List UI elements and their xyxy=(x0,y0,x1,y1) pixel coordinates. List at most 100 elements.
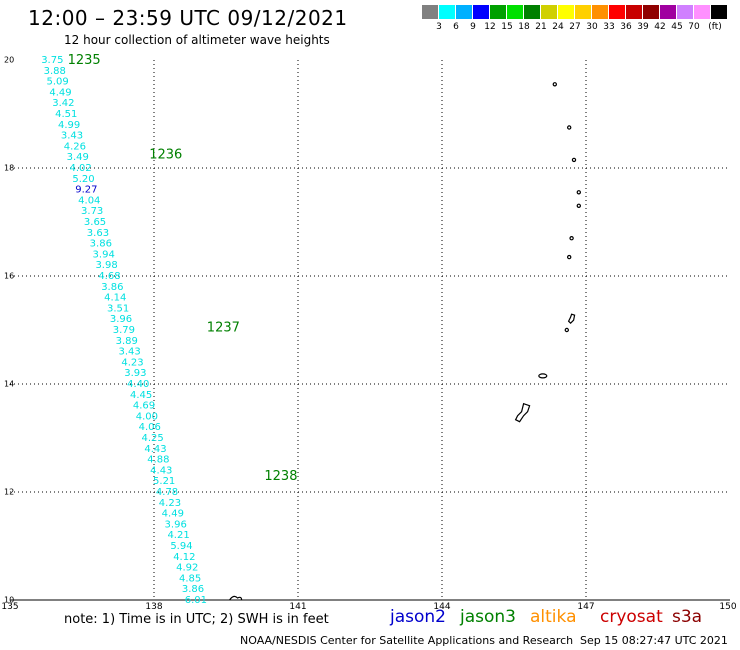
satellite-legend-item: jason2 xyxy=(390,607,446,627)
island-outline xyxy=(571,157,577,163)
swh-value: 3.94 xyxy=(93,249,115,260)
swh-value: 4.68 xyxy=(98,271,120,282)
scale-label: 15 xyxy=(501,22,513,32)
generation-timestamp: Sep 15 08:27:47 UTC 2021 xyxy=(580,634,728,647)
island-outline xyxy=(567,254,572,260)
footer-note: note: 1) Time is in UTC; 2) SWH is in fe… xyxy=(64,612,329,627)
latitude-label: 20 xyxy=(4,55,15,65)
swh-value: 5.09 xyxy=(46,77,68,88)
scale-label: 9 xyxy=(470,22,476,32)
swh-value: 9.27 xyxy=(75,185,97,196)
pass-time-label: 1238 xyxy=(264,469,297,484)
scale-label: 6 xyxy=(453,22,459,32)
scale-color-box xyxy=(609,5,625,19)
swh-value: 4.51 xyxy=(55,109,77,120)
swh-value: 3.75 xyxy=(41,55,63,66)
swh-value: 4.43 xyxy=(150,465,172,476)
scale-label: 12 xyxy=(484,22,496,32)
scale-label: 45 xyxy=(671,22,683,32)
scale-label: 36 xyxy=(620,22,632,32)
scale-color-box xyxy=(626,5,642,19)
scale-color-box xyxy=(422,5,438,19)
swh-value: 4.06 xyxy=(139,422,161,433)
island-outline xyxy=(229,595,243,601)
swh-value: 3.86 xyxy=(90,239,112,250)
swh-value: 4.12 xyxy=(173,552,195,563)
scale-unit: (ft) xyxy=(708,22,722,32)
swh-value: 5.20 xyxy=(72,174,94,185)
swh-value: 4.43 xyxy=(144,444,166,455)
scale-color-box xyxy=(660,5,676,19)
scale-color-box xyxy=(694,5,710,19)
pass-time-label: 1235 xyxy=(68,53,101,68)
latitude-label: 16 xyxy=(4,271,15,281)
swh-value: 4.49 xyxy=(162,509,184,520)
swh-value: 3.98 xyxy=(95,260,117,271)
longitude-label: 147 xyxy=(577,602,595,612)
longitude-label: 150 xyxy=(719,602,737,612)
island-outline xyxy=(576,203,582,208)
island-outline xyxy=(564,327,570,333)
swh-value: 3.65 xyxy=(84,217,106,228)
swh-value: 3.73 xyxy=(81,206,103,217)
scale-label: 33 xyxy=(603,22,615,32)
longitude-label: 138 xyxy=(145,602,163,612)
swh-value: 4.85 xyxy=(179,573,201,584)
scale-color-box xyxy=(507,5,523,19)
map-subtitle: 12 hour collection of altimeter wave hei… xyxy=(64,33,330,47)
scale-color-box xyxy=(524,5,540,19)
scale-color-box xyxy=(439,5,455,19)
swh-value: 3.42 xyxy=(52,98,74,109)
swh-value: 4.49 xyxy=(49,87,71,98)
swh-value: 3.86 xyxy=(101,282,123,293)
wave-height-color-scale: 3 6 9 12 15 18 21 24 27 30 33 36 39 42 45 70 (ft) xyxy=(422,5,740,35)
scale-color-box xyxy=(490,5,506,19)
swh-value: 3.79 xyxy=(113,325,135,336)
swh-value: 3.51 xyxy=(107,303,129,314)
swh-value: 3.96 xyxy=(110,314,132,325)
swh-value: 3.43 xyxy=(61,131,83,142)
scale-color-box xyxy=(575,5,591,19)
latitude-label: 14 xyxy=(4,379,15,389)
swh-value: 3.63 xyxy=(87,228,109,239)
swh-value: 4.99 xyxy=(58,120,80,131)
island-outline xyxy=(514,402,531,423)
swh-value: 3.86 xyxy=(182,584,204,595)
scale-label: 30 xyxy=(586,22,598,32)
latitude-label: 18 xyxy=(4,163,15,173)
island-outline xyxy=(567,313,576,325)
scale-label: 18 xyxy=(518,22,530,32)
map-title: 12:00 – 23:59 UTC 09/12/2021 xyxy=(28,6,348,30)
latitude-label: 10 xyxy=(4,595,15,605)
scale-label: 24 xyxy=(552,22,564,32)
swh-value: 3.96 xyxy=(165,519,187,530)
pass-time-label: 1236 xyxy=(149,148,182,163)
swh-value: 3.89 xyxy=(116,336,138,347)
scale-color-box xyxy=(541,5,557,19)
satellite-legend-item: altika xyxy=(530,607,577,627)
swh-value: 4.45 xyxy=(130,390,152,401)
scale-color-box xyxy=(677,5,693,19)
scale-color-box xyxy=(643,5,659,19)
scale-color-box xyxy=(558,5,574,19)
scale-color-box xyxy=(473,5,489,19)
island-outline xyxy=(552,82,558,87)
swh-value: 4.23 xyxy=(159,498,181,509)
swh-value: 5.94 xyxy=(170,541,192,552)
swh-value: 5.21 xyxy=(153,476,175,487)
credit-line: NOAA/NESDIS Center for Satellite Applica… xyxy=(240,634,574,647)
longitude-label: 135 xyxy=(1,602,19,612)
scale-color-box xyxy=(711,5,727,19)
scale-label: 27 xyxy=(569,22,581,32)
scale-label: 21 xyxy=(535,22,547,32)
swh-value: 3.93 xyxy=(124,368,146,379)
pass-time-label: 1237 xyxy=(207,320,240,335)
island-outline xyxy=(538,373,548,379)
swh-value: 4.21 xyxy=(167,530,189,541)
swh-value: 3.88 xyxy=(44,66,66,77)
scale-color-box xyxy=(456,5,472,19)
swh-value: 4.25 xyxy=(142,433,164,444)
swh-value: 4.92 xyxy=(176,563,198,574)
latitude-label: 12 xyxy=(4,487,15,497)
